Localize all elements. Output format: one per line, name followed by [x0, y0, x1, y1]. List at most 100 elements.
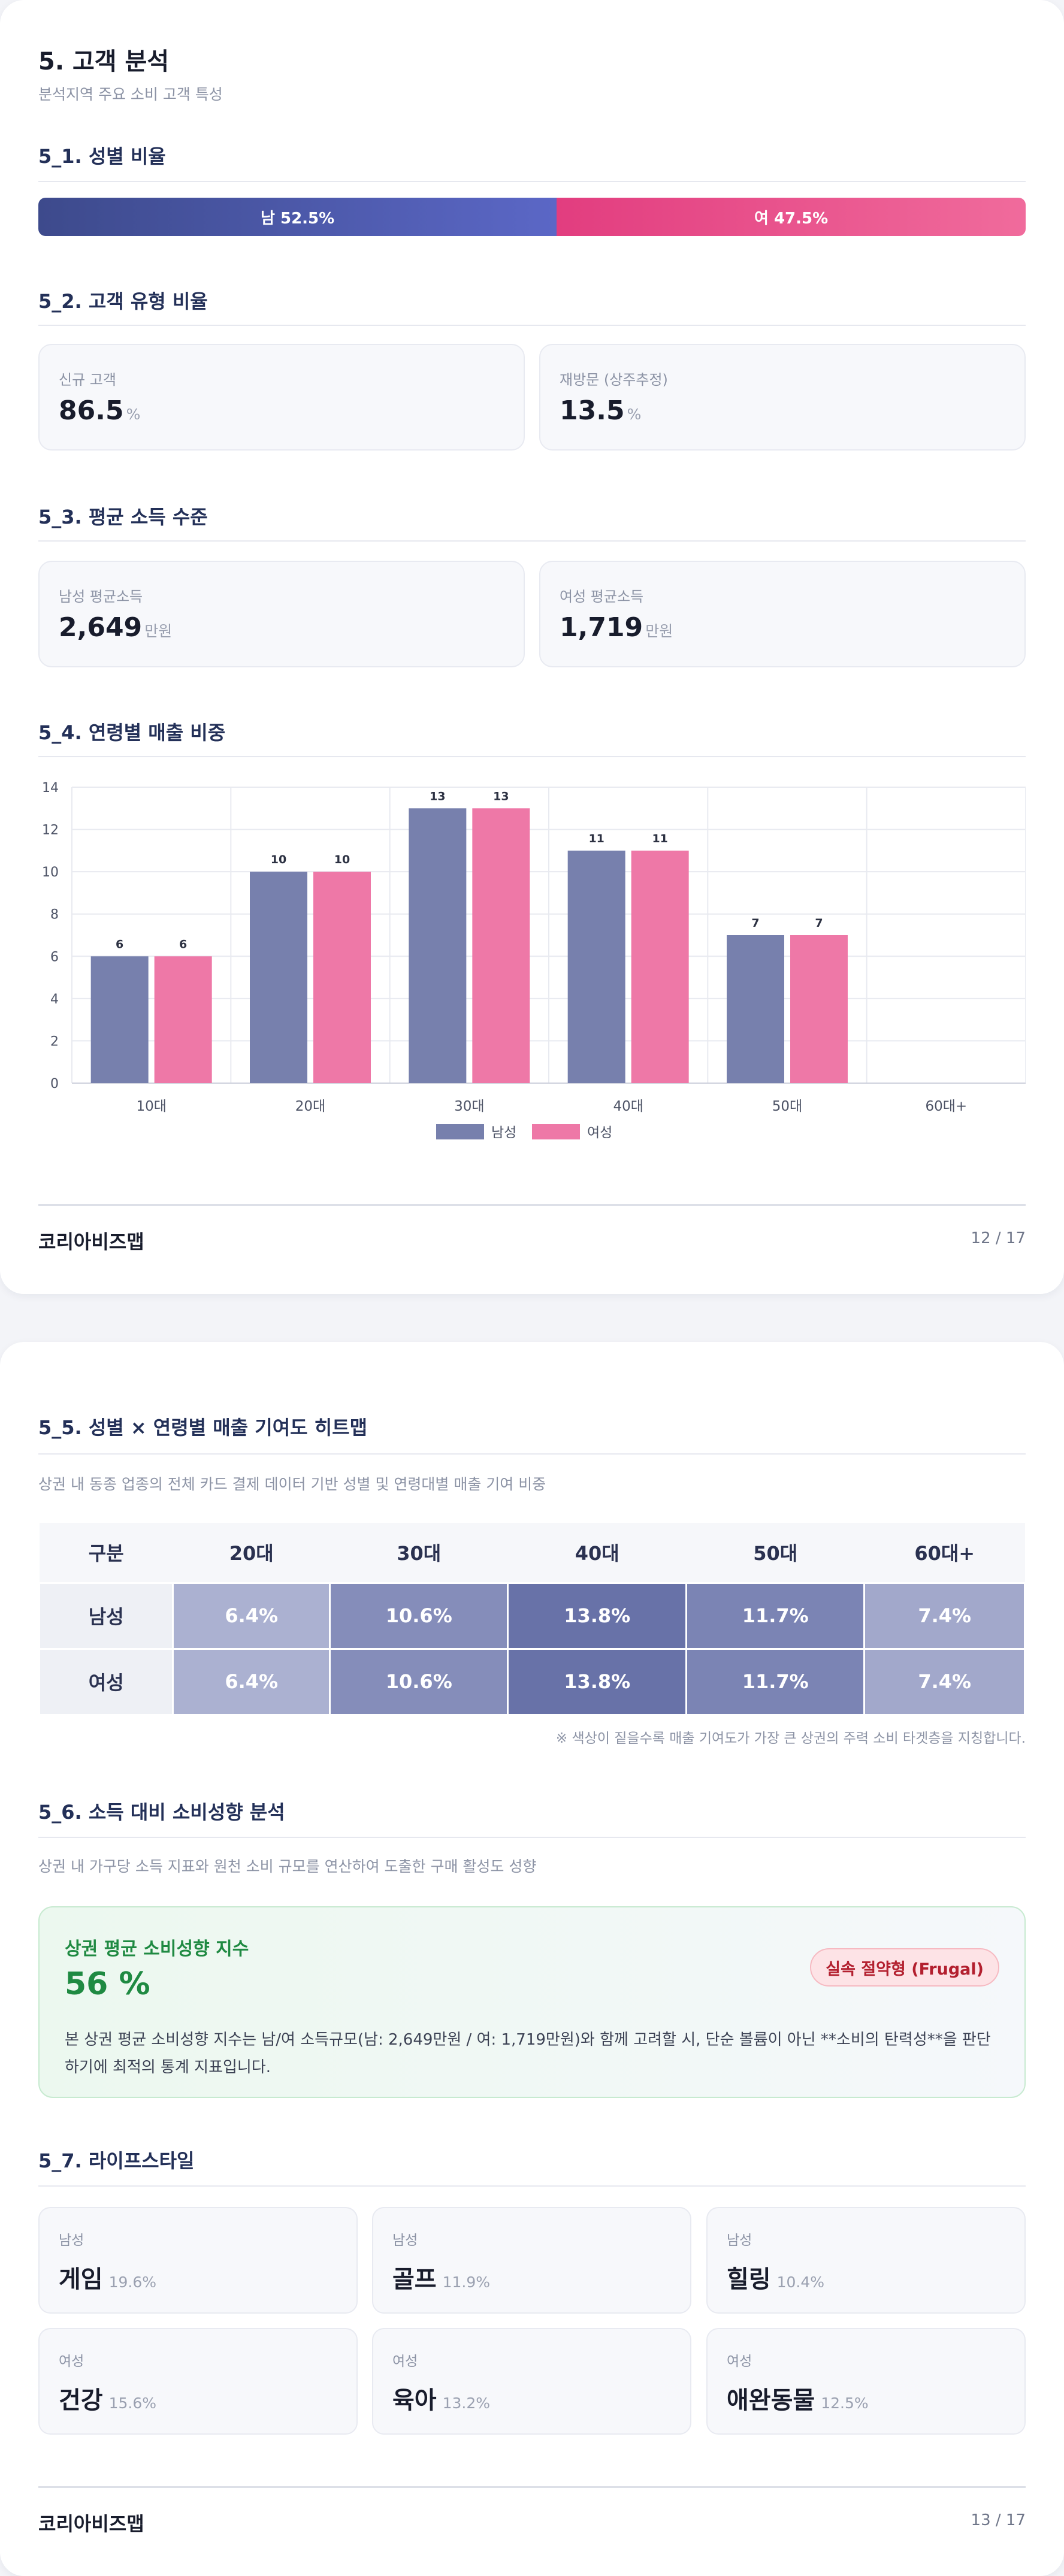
lifestyle-name-text: 게임 — [59, 2266, 103, 2293]
heatmap-col-header: 50대 — [686, 1523, 864, 1583]
data-label: 7 — [815, 917, 823, 930]
footer-divider — [38, 1204, 1026, 1206]
section-divider — [38, 540, 1026, 542]
section-divider — [38, 181, 1026, 182]
female-income-card: 여성 평균소득 1,719 만원 — [539, 561, 1026, 667]
lifestyle-name-text: 골프 — [392, 2266, 437, 2293]
card-value: 2,649 만원 — [59, 612, 172, 643]
card-value: 13.5% — [560, 395, 641, 426]
lifestyle-gender: 남성 — [59, 2233, 84, 2248]
lifestyle-name-text: 힐링 — [727, 2266, 771, 2293]
y-tick-label: 14 — [42, 781, 59, 796]
lifestyle-pct: 13.2% — [442, 2394, 491, 2412]
card-label: 여성 평균소득 — [560, 588, 644, 605]
section-title-lifestyle: 5_7. 라이프스타일 — [38, 2149, 195, 2172]
lifestyle-gender: 남성 — [727, 2233, 752, 2248]
heatmap-cell: 13.8% — [507, 1582, 687, 1650]
section-divider — [38, 325, 1026, 326]
lifestyle-card: 여성 건강 15.6% — [38, 2328, 358, 2435]
bar-male — [90, 956, 149, 1083]
heatmap-cell: 10.6% — [328, 1647, 509, 1716]
report-page-12: 5. 고객 분석 분석지역 주요 소비 고객 특성 5_1. 성별 비율 남 5… — [0, 0, 1064, 1294]
x-tick-label: 30대 — [454, 1099, 484, 1114]
gender-bar-male: 남 52.5% — [38, 198, 557, 236]
spending-index-text: 본 상권 평균 소비성향 지수는 남/여 소득규모(남: 2,649만원 / 여… — [65, 2031, 991, 2076]
legend-swatch — [532, 1124, 580, 1139]
lifestyle-card: 남성 게임 19.6% — [38, 2207, 358, 2314]
value-number: 1,719 — [560, 612, 643, 643]
lifestyle-gender: 여성 — [727, 2354, 752, 2369]
value-number: 2,649 — [59, 612, 143, 643]
page-title: 5. 고객 분석 — [38, 48, 170, 75]
report-page-13: 5_5. 성별 × 연령별 매출 기여도 히트맵 상권 내 동종 업종의 전체 … — [0, 1342, 1064, 2576]
x-tick-label: 20대 — [295, 1099, 325, 1114]
lifestyle-name: 게임 19.6% — [59, 2260, 156, 2294]
section-title-heatmap: 5_5. 성별 × 연령별 매출 기여도 히트맵 — [38, 1416, 368, 1439]
spending-description: 상권 내 가구당 소득 지표와 원천 소비 규모를 연산하여 도출한 구매 활성… — [38, 1858, 537, 1875]
lifestyle-name-text: 애완동물 — [727, 2387, 815, 2414]
data-label: 10 — [271, 853, 286, 866]
x-tick-label: 60대+ — [925, 1099, 967, 1114]
heatmap-cell: 10.6% — [328, 1582, 509, 1650]
card-value: 1,719 만원 — [560, 612, 673, 643]
heatmap-col-header: 20대 — [173, 1523, 330, 1583]
bar-male — [567, 850, 625, 1083]
lifestyle-name-text: 건강 — [59, 2387, 103, 2414]
lifestyle-gender: 남성 — [392, 2233, 418, 2248]
section-title-spending: 5_6. 소득 대비 소비성향 분석 — [38, 1801, 285, 1824]
heatmap-cell: 11.7% — [685, 1647, 866, 1716]
heatmap-cell: 7.4% — [863, 1582, 1026, 1650]
heatmap-col-header: 30대 — [330, 1523, 508, 1583]
heatmap-table: 구분 20대 30대 40대 50대 60대+ 남성 6.4% 10.6% 13… — [38, 1523, 1026, 1716]
lifestyle-pct: 15.6% — [108, 2394, 157, 2412]
heatmap-cell: 7.4% — [863, 1647, 1026, 1716]
spending-index-title: 상권 평균 소비성향 지수 — [65, 1939, 249, 1960]
value-unit: 만원 — [144, 622, 173, 640]
y-tick-label: 0 — [50, 1077, 59, 1092]
heatmap-description: 상권 내 동종 업종의 전체 카드 결제 데이터 기반 성별 및 연령대별 매출… — [38, 1476, 546, 1493]
spending-index-box: 상권 평균 소비성향 지수 56 % 실속 절약형 (Frugal) 본 상권 … — [38, 1906, 1026, 2098]
y-tick-label: 4 — [50, 992, 59, 1007]
x-tick-label: 40대 — [613, 1099, 643, 1114]
x-tick-label: 50대 — [772, 1099, 802, 1114]
page-number: 12 / 17 — [971, 1229, 1026, 1247]
bar-female — [154, 956, 212, 1083]
y-tick-label: 12 — [42, 823, 59, 838]
lifestyle-gender: 여성 — [59, 2354, 84, 2369]
page-subtitle: 분석지역 주요 소비 고객 특성 — [38, 86, 223, 103]
section-divider — [38, 1837, 1026, 1838]
legend-label: 여성 — [587, 1125, 612, 1141]
legend-label: 남성 — [491, 1125, 516, 1141]
lifestyle-card: 남성 골프 11.9% — [372, 2207, 691, 2314]
section-divider — [38, 756, 1026, 757]
lifestyle-name-text: 육아 — [392, 2387, 437, 2414]
footer-brand: 코리아비즈맵 — [38, 2512, 144, 2535]
lifestyle-card: 남성 힐링 10.4% — [706, 2207, 1026, 2314]
heatmap-col-header: 60대+ — [864, 1523, 1025, 1583]
data-label: 10 — [334, 853, 350, 866]
value-unit: % — [126, 406, 141, 423]
card-label: 신규 고객 — [59, 371, 116, 388]
section-divider — [38, 1453, 1026, 1455]
card-value: 86.5% — [59, 395, 140, 426]
heatmap-row-male: 남성 6.4% 10.6% 13.8% 11.7% 7.4% — [38, 1582, 1026, 1650]
bar-female — [631, 850, 689, 1083]
legend-swatch — [436, 1124, 484, 1139]
spending-type-badge: 실속 절약형 (Frugal) — [810, 1948, 999, 1987]
bar-female — [472, 808, 530, 1083]
data-label: 6 — [179, 938, 187, 951]
data-label: 11 — [588, 832, 604, 845]
data-label: 13 — [493, 790, 509, 803]
heatmap-cell: 6.4% — [172, 1647, 331, 1716]
y-tick-label: 10 — [42, 865, 59, 880]
return-customer-card: 재방문 (상주추정) 13.5% — [539, 344, 1026, 451]
lifestyle-name: 애완동물 12.5% — [727, 2381, 869, 2415]
heatmap-cell: 13.8% — [507, 1647, 687, 1716]
section-title-income: 5_3. 평균 소득 수준 — [38, 506, 208, 528]
card-label: 남성 평균소득 — [59, 588, 143, 605]
heatmap-note: ※ 색상이 짙을수록 매출 기여도가 가장 큰 상권의 주력 소비 타겟층을 지… — [555, 1731, 1026, 1746]
heatmap-corner: 구분 — [39, 1523, 173, 1583]
male-income-card: 남성 평균소득 2,649 만원 — [38, 561, 525, 667]
lifestyle-card: 여성 육아 13.2% — [372, 2328, 691, 2435]
heatmap-cell: 6.4% — [172, 1582, 331, 1650]
